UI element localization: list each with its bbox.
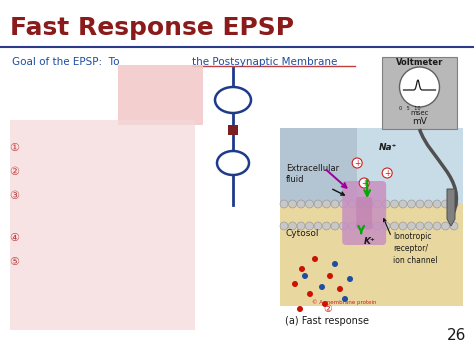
Circle shape bbox=[348, 222, 356, 230]
Circle shape bbox=[400, 67, 439, 107]
Circle shape bbox=[331, 200, 339, 208]
Text: Extracellular
fluid: Extracellular fluid bbox=[286, 164, 339, 184]
Circle shape bbox=[356, 200, 365, 208]
Circle shape bbox=[399, 222, 407, 230]
Circle shape bbox=[391, 222, 399, 230]
Circle shape bbox=[352, 158, 362, 168]
Text: ①: ① bbox=[9, 143, 19, 153]
Circle shape bbox=[322, 200, 330, 208]
Text: the Postsynaptic Membrane: the Postsynaptic Membrane bbox=[192, 57, 337, 67]
Circle shape bbox=[425, 222, 432, 230]
Circle shape bbox=[450, 222, 458, 230]
Circle shape bbox=[292, 281, 298, 287]
Circle shape bbox=[322, 301, 328, 307]
Circle shape bbox=[374, 200, 382, 208]
Bar bbox=[280, 128, 357, 204]
Circle shape bbox=[433, 200, 441, 208]
Circle shape bbox=[319, 284, 325, 290]
Circle shape bbox=[342, 296, 348, 302]
Text: 26: 26 bbox=[447, 328, 466, 343]
FancyBboxPatch shape bbox=[342, 181, 386, 245]
Circle shape bbox=[382, 200, 390, 208]
Circle shape bbox=[297, 200, 305, 208]
Circle shape bbox=[297, 222, 305, 230]
Circle shape bbox=[441, 222, 449, 230]
Circle shape bbox=[327, 273, 333, 279]
Circle shape bbox=[339, 222, 347, 230]
Text: ⑤: ⑤ bbox=[9, 257, 19, 267]
Circle shape bbox=[347, 276, 353, 282]
Text: +: + bbox=[354, 159, 360, 168]
Text: Voltmeter: Voltmeter bbox=[396, 58, 443, 67]
Circle shape bbox=[332, 261, 338, 267]
Text: Na⁺: Na⁺ bbox=[379, 143, 398, 152]
Circle shape bbox=[289, 200, 297, 208]
Text: 0   5   10: 0 5 10 bbox=[399, 106, 420, 111]
Text: K⁺: K⁺ bbox=[364, 237, 376, 246]
Circle shape bbox=[425, 200, 432, 208]
Bar bbox=[118, 65, 203, 125]
Polygon shape bbox=[447, 189, 455, 226]
Bar bbox=[280, 204, 463, 306]
FancyBboxPatch shape bbox=[356, 197, 372, 229]
Bar bbox=[228, 125, 238, 135]
Circle shape bbox=[307, 291, 313, 297]
Circle shape bbox=[416, 200, 424, 208]
Text: Fast Response EPSP: Fast Response EPSP bbox=[10, 16, 294, 40]
Circle shape bbox=[337, 286, 343, 292]
Circle shape bbox=[359, 178, 369, 188]
Bar bbox=[10, 120, 195, 330]
Text: ②: ② bbox=[324, 304, 332, 314]
Ellipse shape bbox=[215, 87, 251, 113]
Circle shape bbox=[297, 306, 303, 312]
Text: msec: msec bbox=[410, 110, 429, 116]
Circle shape bbox=[306, 222, 313, 230]
Text: © A membrane protein: © A membrane protein bbox=[312, 299, 376, 305]
Text: ③: ③ bbox=[9, 191, 19, 201]
Circle shape bbox=[314, 200, 322, 208]
Text: mV: mV bbox=[412, 117, 427, 126]
Circle shape bbox=[382, 222, 390, 230]
Circle shape bbox=[391, 200, 399, 208]
Circle shape bbox=[322, 222, 330, 230]
Text: ④: ④ bbox=[9, 233, 19, 243]
Circle shape bbox=[348, 200, 356, 208]
Text: +: + bbox=[361, 179, 367, 188]
Text: ②: ② bbox=[9, 167, 19, 177]
Text: (a) Fast response: (a) Fast response bbox=[285, 316, 369, 326]
Circle shape bbox=[374, 222, 382, 230]
Circle shape bbox=[382, 168, 392, 178]
Circle shape bbox=[356, 222, 365, 230]
Circle shape bbox=[339, 200, 347, 208]
Circle shape bbox=[314, 222, 322, 230]
Circle shape bbox=[306, 200, 313, 208]
Circle shape bbox=[280, 222, 288, 230]
Bar bbox=[382, 57, 457, 129]
Text: Ionotropic
receptor/
ion channel: Ionotropic receptor/ ion channel bbox=[393, 232, 438, 264]
Circle shape bbox=[408, 222, 416, 230]
Circle shape bbox=[302, 273, 308, 279]
Text: Cytosol: Cytosol bbox=[286, 229, 319, 238]
Circle shape bbox=[416, 222, 424, 230]
Circle shape bbox=[280, 200, 288, 208]
Circle shape bbox=[365, 200, 373, 208]
Text: +: + bbox=[384, 169, 391, 178]
Circle shape bbox=[365, 222, 373, 230]
Circle shape bbox=[331, 222, 339, 230]
Ellipse shape bbox=[217, 151, 249, 175]
Circle shape bbox=[299, 266, 305, 272]
Circle shape bbox=[399, 200, 407, 208]
Circle shape bbox=[408, 200, 416, 208]
Text: Goal of the EPSP:  To: Goal of the EPSP: To bbox=[12, 57, 119, 67]
Circle shape bbox=[450, 200, 458, 208]
Circle shape bbox=[441, 200, 449, 208]
Bar bbox=[280, 128, 463, 204]
Circle shape bbox=[312, 256, 318, 262]
Circle shape bbox=[289, 222, 297, 230]
Circle shape bbox=[433, 222, 441, 230]
